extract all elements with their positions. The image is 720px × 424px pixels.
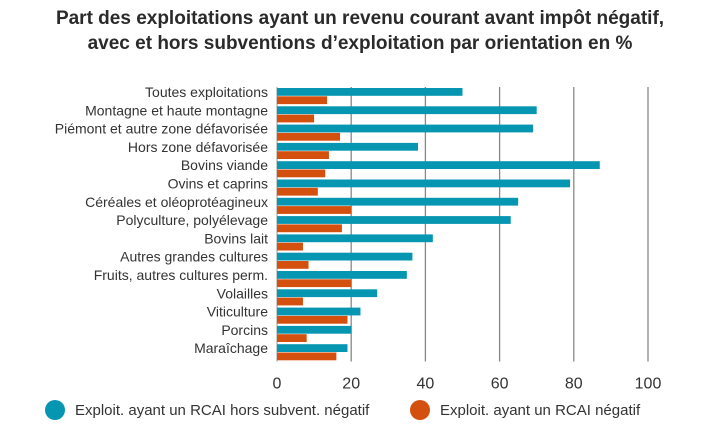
bar-rcai: [277, 334, 307, 342]
bar-hors-subvent: [277, 234, 433, 243]
bar-hors-subvent: [277, 271, 407, 279]
bar-rcai: [277, 352, 337, 361]
bar-rcai: [277, 297, 303, 306]
bar-rcai: [277, 151, 329, 159]
bar-hors-subvent: [277, 179, 571, 188]
legend-swatch-orange: [410, 400, 430, 420]
category-label: Volailles: [217, 285, 268, 301]
legend-swatch-teal: [45, 400, 65, 420]
bar-rcai: [277, 206, 352, 214]
bar-rcai: [277, 279, 352, 288]
bar-rcai: [277, 242, 303, 251]
bar-rcai: [277, 315, 348, 324]
x-tick-label: 60: [491, 376, 509, 393]
category-label: Maraîchage: [194, 340, 268, 356]
bar-rcai: [277, 169, 326, 178]
category-label: Montagne et haute montagne: [85, 102, 268, 118]
category-label: Bovins viande: [181, 157, 268, 173]
bar-rcai: [277, 132, 341, 141]
bar-hors-subvent: [277, 106, 537, 115]
title-line-2: avec et hors subventions d’exploitation …: [87, 33, 633, 54]
bar-hors-subvent: [277, 252, 413, 261]
bar-rcai: [277, 224, 342, 233]
bar-hors-subvent: [277, 289, 378, 298]
x-tick-label: 100: [635, 376, 662, 393]
category-label: Viticulture: [207, 304, 268, 320]
bar-hors-subvent: [277, 161, 600, 169]
bar-hors-subvent: [277, 325, 352, 334]
legend-label: Exploit. ayant un RCAI négatif: [440, 401, 641, 419]
category-label: Ovins et caprins: [168, 176, 268, 192]
bar-hors-subvent: [277, 344, 348, 352]
bar-hors-subvent: [277, 142, 418, 151]
category-label: Hors zone défavorisée: [128, 139, 268, 155]
legend-item-rcai: Exploit. ayant un RCAI négatif: [410, 400, 640, 420]
bar-rcai: [277, 261, 309, 269]
legend-label: Exploit. ayant un RCAI hors subvent. nég…: [75, 401, 370, 419]
bar-rcai: [277, 96, 328, 105]
category-label: Porcins: [221, 322, 268, 338]
x-tick-label: 0: [273, 376, 282, 393]
bar-hors-subvent: [277, 124, 533, 133]
title-line-1: Part des exploitations ayant un revenu c…: [55, 8, 665, 29]
legend-item-hors-subvent: Exploit. ayant un RCAI hors subvent. nég…: [45, 400, 369, 420]
bar-rcai: [277, 114, 315, 123]
bar-rcai: [277, 187, 318, 196]
category-label: Céréales et oléoprotéagineux: [85, 194, 268, 210]
x-tick-label: 40: [417, 376, 435, 393]
bar-hors-subvent: [277, 197, 519, 206]
category-label: Piémont et autre zone défavorisée: [55, 121, 268, 137]
category-label: Bovins lait: [204, 230, 268, 246]
bar-hors-subvent: [277, 307, 361, 316]
x-tick-label: 80: [565, 376, 583, 393]
category-label: Polyculture, polyélevage: [116, 212, 268, 228]
category-label: Toutes exploitations: [145, 84, 268, 100]
bar-hors-subvent: [277, 88, 463, 96]
category-label: Fruits, autres cultures perm.: [94, 267, 268, 283]
category-label: Autres grandes cultures: [120, 249, 268, 265]
bar-hors-subvent: [277, 216, 511, 224]
x-tick-label: 20: [342, 376, 360, 393]
chart-title: Part des exploitations ayant un revenu c…: [0, 6, 720, 56]
